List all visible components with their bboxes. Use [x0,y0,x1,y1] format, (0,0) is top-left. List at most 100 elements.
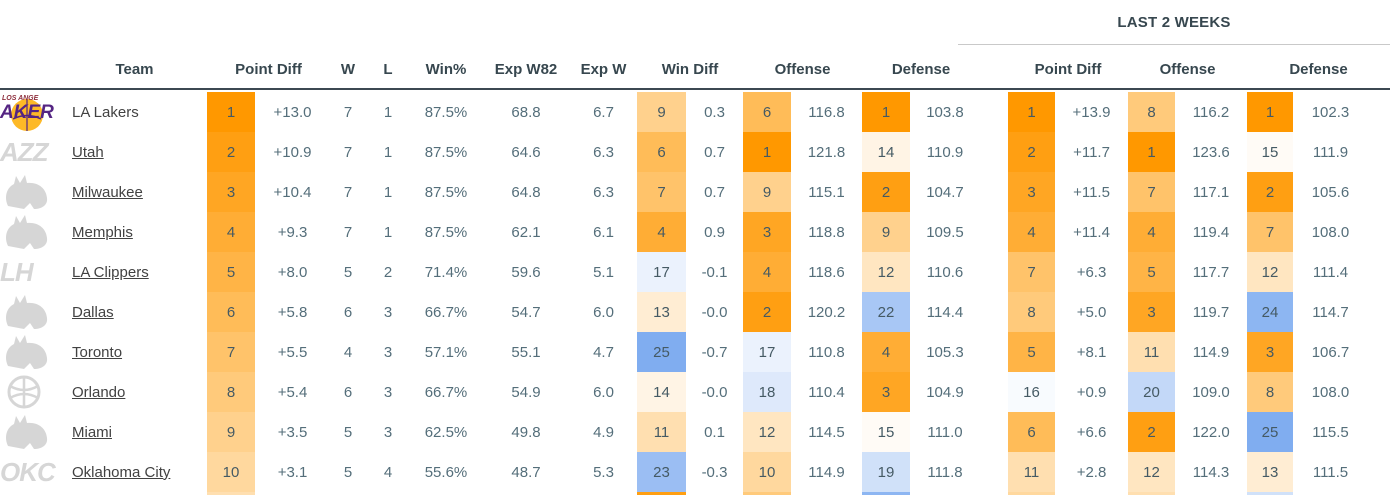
win-diff-value: 0.1 [704,423,725,441]
win-pct-value: 71.4% [424,263,468,281]
win-diff-value: 0.3 [704,103,725,121]
l2w-defense-value: 115.5 [1312,423,1349,441]
defense-rank-cell: 2 [862,172,910,212]
win-diff-rank-cell: 9 [637,92,686,132]
win-pct-value: 66.7% [424,303,468,321]
l2w-defense-rank-cell: 24 [1247,292,1293,332]
l2w-offense-rank-cell: 5 [1128,252,1175,292]
team-link[interactable]: LA Clippers [72,263,149,281]
exp-w82-value: 54.9 [511,383,541,401]
l2w-defense-value: 114.7 [1312,303,1349,321]
l2w-offense-rank-cell: 1 [1128,132,1175,172]
team-logo [6,295,48,329]
table-body: LOS ANGE AKER LA Lakers 1 +13.0 7 1 87.5% 68.8… [0,92,1390,495]
team-logo-cell [0,372,62,412]
l2w-offense-rank-cell: 20 [1128,372,1175,412]
wins-value: 7 [343,183,353,201]
defense-value: 111.8 [927,463,963,481]
l2w-point-diff-rank-cell: 4 [1008,212,1055,252]
table-row: Miami 9 +3.5 5 3 62.5% 49.8 4.9 11 0.1 12 114.5 15 11… [0,412,1390,452]
l2w-point-diff-value: +13.9 [1072,103,1111,121]
team-link[interactable]: LA Lakers [72,103,139,121]
l2w-defense-value: 106.7 [1311,343,1350,361]
exp-w82-value: 64.6 [511,143,541,161]
win-diff-value: -0.7 [701,343,728,361]
offense-rank-cell: 18 [743,372,791,412]
point-diff-rank-cell: 5 [207,252,255,292]
defense-rank-cell: 12 [862,252,910,292]
offense-value: 114.9 [808,463,845,481]
exp-w82-value: 55.1 [511,343,541,361]
wins-value: 4 [343,343,353,361]
offense-rank-cell: 2 [743,292,791,332]
l2w-point-diff-rank-cell: 8 [1008,292,1055,332]
exp-w-value: 6.3 [593,183,614,201]
team-logo-cell: LH [0,252,62,292]
table-row: Orlando 8 +5.4 6 3 66.7% 54.9 6.0 14 -0.0 18 110.4 3… [0,372,1390,412]
win-pct-value: 87.5% [424,103,468,121]
l2w-defense-rank-cell: 8 [1247,372,1293,412]
exp-w82-value: 64.8 [511,183,541,201]
offense-value: 114.5 [808,423,845,441]
offense-rank-cell [743,492,791,495]
l2w-offense-value: 123.6 [1192,143,1230,161]
losses-value: 3 [383,303,393,321]
team-link[interactable]: Miami [72,423,112,441]
l2w-defense-rank-cell: 12 [1247,252,1293,292]
l2w-defense-value: 111.9 [1312,143,1349,161]
l2w-point-diff-value: +11.5 [1073,183,1110,201]
l2w-point-diff-rank-cell: 6 [1008,412,1055,452]
exp-w82-value: 54.7 [511,303,541,321]
team-link[interactable]: Utah [72,143,104,161]
l2w-point-diff-value: +5.0 [1076,303,1107,321]
l2w-offense-rank-cell: 12 [1128,452,1175,492]
exp-w82-value: 59.6 [511,263,541,281]
team-logo-cell: OKC [0,452,62,492]
team-link[interactable]: Memphis [72,223,133,241]
win-diff-value: -0.1 [701,263,728,281]
win-diff-rank-cell: 4 [637,212,686,252]
team-link[interactable]: Orlando [72,383,126,401]
team-name-cell: Toronto [62,344,207,361]
team-name-cell: LA Clippers [62,264,207,281]
win-pct-value: 62.5% [424,423,468,441]
exp-w-value: 6.0 [593,383,614,401]
offense-value: 110.8 [808,343,845,361]
losses-value: 1 [383,103,393,121]
team-link[interactable]: Toronto [72,343,123,361]
team-link[interactable]: Oklahoma City [72,463,171,481]
l2w-defense-rank-cell: 3 [1247,332,1293,372]
losses-value: 3 [383,383,393,401]
last-2-weeks-title: LAST 2 WEEKS [1117,13,1231,31]
team-link[interactable]: Milwaukee [72,183,143,201]
exp-w-value: 6.1 [593,223,614,241]
l2w-offense-value: 114.9 [1192,343,1230,361]
win-pct-value: 87.5% [424,183,468,201]
point-diff-rank-cell: 2 [207,132,255,172]
wins-value: 5 [343,463,353,481]
defense-value: 104.9 [926,383,964,401]
table-row-partial [0,492,1390,495]
exp-w-value: 4.7 [593,343,614,361]
defense-rank-cell: 15 [862,412,910,452]
losses-value: 3 [383,343,393,361]
team-name-cell: Miami [62,424,207,441]
column-header-offense: Offense [774,61,831,78]
offense-rank-cell: 3 [743,212,791,252]
l2w-offense-value: 117.1 [1192,183,1230,201]
table-row: LOS ANGE AKER LA Lakers 1 +13.0 7 1 87.5% 68.8… [0,92,1390,132]
defense-value: 103.8 [926,103,964,121]
l2w-defense-value: 102.3 [1311,103,1350,121]
point-diff-value: +10.4 [273,183,312,201]
l2w-offense-rank-cell [1128,492,1175,495]
team-name-cell: Milwaukee [62,184,207,201]
exp-w-value: 4.9 [593,423,614,441]
team-link[interactable]: Dallas [72,303,114,321]
offense-value: 121.8 [807,143,846,161]
defense-rank-cell: 22 [862,292,910,332]
table-row: OKC Oklahoma City 10 +3.1 5 4 55.6% 48.7 5.3 23 -0… [0,452,1390,492]
l2w-point-diff-value: +11.4 [1073,223,1110,241]
l2w-offense-rank-cell: 8 [1128,92,1175,132]
point-diff-value: +3.5 [277,423,308,441]
